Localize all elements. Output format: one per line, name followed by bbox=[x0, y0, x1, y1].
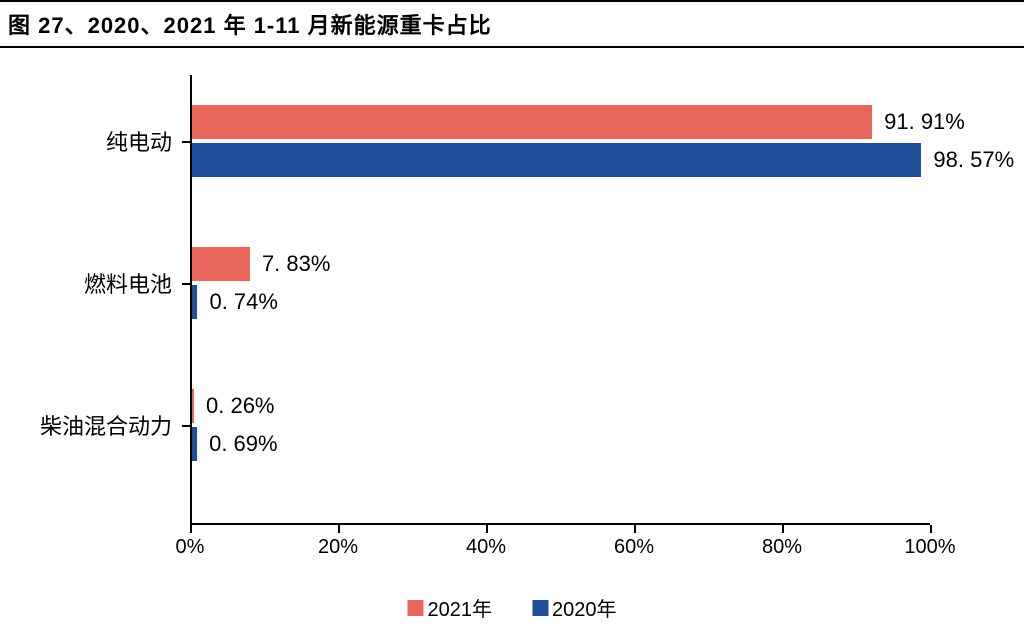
legend-swatch bbox=[532, 600, 548, 616]
x-tick-label: 80% bbox=[762, 536, 802, 559]
x-tick bbox=[486, 525, 488, 533]
x-tick-label: 20% bbox=[318, 536, 358, 559]
bar-value-label: 98. 57% bbox=[933, 147, 1014, 173]
bar-2021年 bbox=[192, 389, 194, 423]
category-label: 燃料电池 bbox=[84, 267, 172, 299]
bar-2020年 bbox=[192, 143, 921, 177]
y-tick bbox=[182, 141, 190, 143]
x-tick bbox=[190, 525, 192, 533]
x-tick-label: 100% bbox=[904, 536, 955, 559]
legend-text: 2020年 bbox=[552, 593, 617, 622]
y-tick bbox=[182, 425, 190, 427]
category-label: 纯电动 bbox=[106, 125, 172, 157]
bar-value-label: 0. 69% bbox=[209, 431, 278, 457]
bar-2021年 bbox=[192, 105, 872, 139]
x-tick-label: 0% bbox=[176, 536, 205, 559]
y-tick bbox=[182, 283, 190, 285]
chart-plot-area: 0%20%40%60%80%100%纯电动91. 91%98. 57%燃料电池7… bbox=[190, 75, 930, 525]
bar-value-label: 0. 26% bbox=[206, 393, 275, 419]
x-tick bbox=[930, 525, 932, 533]
legend-swatch bbox=[408, 600, 424, 616]
legend-text: 2021年 bbox=[428, 593, 493, 622]
legend: 2021年 2020年 bbox=[408, 593, 617, 622]
x-tick-label: 60% bbox=[614, 536, 654, 559]
x-tick bbox=[782, 525, 784, 533]
x-tick-label: 40% bbox=[466, 536, 506, 559]
x-axis bbox=[190, 523, 930, 525]
bar-value-label: 0. 74% bbox=[209, 289, 278, 315]
bar-2020年 bbox=[192, 427, 197, 461]
bar-value-label: 91. 91% bbox=[884, 109, 965, 135]
bar-value-label: 7. 83% bbox=[262, 251, 331, 277]
chart-title: 图 27、2020、2021 年 1-11 月新能源重卡占比 bbox=[0, 0, 1024, 48]
legend-item: 2020年 bbox=[532, 593, 617, 622]
legend-item: 2021年 bbox=[408, 593, 493, 622]
x-tick bbox=[634, 525, 636, 533]
bar-2020年 bbox=[192, 285, 197, 319]
category-label: 柴油混合动力 bbox=[40, 409, 172, 441]
x-tick bbox=[338, 525, 340, 533]
bar-2021年 bbox=[192, 247, 250, 281]
